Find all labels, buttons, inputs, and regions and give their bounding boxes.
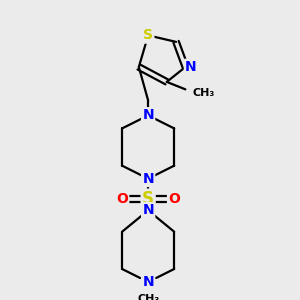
Text: N: N <box>142 108 154 122</box>
Text: CH₃: CH₃ <box>137 294 159 300</box>
Text: S: S <box>142 190 154 208</box>
Text: N: N <box>142 275 154 289</box>
Text: O: O <box>168 192 180 206</box>
Text: N: N <box>142 172 154 186</box>
Text: N: N <box>142 203 154 217</box>
Text: N: N <box>185 60 197 74</box>
Text: S: S <box>143 28 153 42</box>
Text: O: O <box>116 192 128 206</box>
Text: CH₃: CH₃ <box>193 88 215 98</box>
